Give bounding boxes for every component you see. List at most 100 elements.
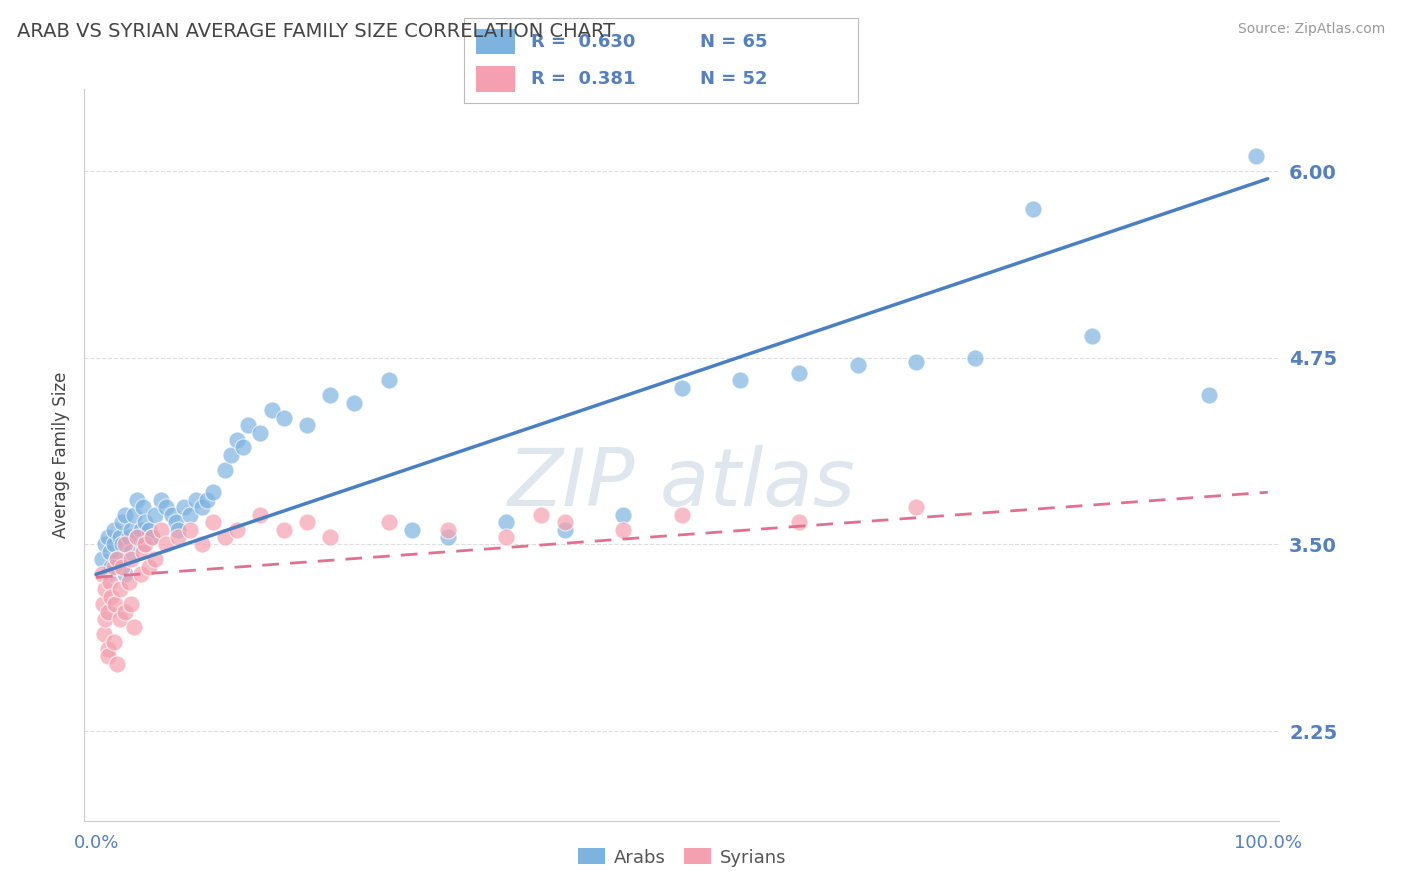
- Point: [219, 448, 242, 462]
- Point: [231, 441, 254, 455]
- Point: [105, 657, 128, 671]
- Point: [149, 492, 172, 507]
- Point: [671, 381, 693, 395]
- Point: [129, 523, 152, 537]
- Point: [787, 515, 810, 529]
- Point: [118, 574, 141, 589]
- Point: [97, 567, 120, 582]
- Point: [436, 530, 458, 544]
- Point: [138, 523, 160, 537]
- Point: [530, 508, 553, 522]
- Point: [127, 492, 149, 507]
- Point: [111, 560, 134, 574]
- FancyBboxPatch shape: [475, 29, 515, 54]
- Point: [162, 508, 183, 522]
- Point: [295, 418, 318, 433]
- Point: [122, 619, 145, 633]
- Point: [179, 523, 201, 537]
- Point: [378, 373, 401, 387]
- Point: [93, 627, 115, 641]
- Point: [249, 425, 271, 440]
- Text: Source: ZipAtlas.com: Source: ZipAtlas.com: [1237, 22, 1385, 37]
- Point: [111, 537, 134, 551]
- Point: [98, 545, 121, 559]
- Point: [100, 560, 122, 574]
- Point: [238, 418, 260, 433]
- Point: [122, 508, 145, 522]
- Point: [214, 530, 236, 544]
- Point: [167, 530, 190, 544]
- Point: [134, 515, 156, 529]
- Point: [190, 537, 212, 551]
- Point: [114, 537, 136, 551]
- Point: [120, 545, 142, 559]
- Point: [120, 523, 142, 537]
- Point: [104, 597, 127, 611]
- Point: [132, 537, 155, 551]
- Point: [190, 500, 212, 515]
- FancyBboxPatch shape: [475, 66, 515, 92]
- Text: N = 65: N = 65: [700, 33, 768, 51]
- Point: [105, 552, 128, 566]
- Point: [184, 492, 207, 507]
- Point: [167, 523, 190, 537]
- Point: [97, 605, 120, 619]
- Point: [120, 552, 142, 566]
- Point: [141, 530, 163, 544]
- Point: [612, 508, 634, 522]
- Point: [127, 530, 149, 544]
- Point: [273, 410, 295, 425]
- Point: [249, 508, 271, 522]
- Point: [132, 545, 155, 559]
- Point: [179, 508, 201, 522]
- Point: [165, 515, 187, 529]
- Point: [108, 530, 131, 544]
- Point: [132, 500, 155, 515]
- Point: [141, 530, 163, 544]
- Point: [91, 597, 114, 611]
- Point: [97, 642, 120, 657]
- Point: [103, 634, 125, 648]
- Point: [138, 560, 160, 574]
- Point: [730, 373, 752, 387]
- Point: [787, 366, 810, 380]
- Point: [114, 567, 136, 582]
- Point: [846, 359, 869, 373]
- Point: [129, 567, 152, 582]
- Point: [495, 530, 517, 544]
- Point: [436, 523, 458, 537]
- Point: [155, 500, 177, 515]
- Point: [401, 523, 423, 537]
- Point: [114, 508, 136, 522]
- Point: [120, 597, 142, 611]
- Point: [173, 500, 195, 515]
- Point: [1244, 149, 1267, 163]
- Point: [319, 530, 342, 544]
- Y-axis label: Average Family Size: Average Family Size: [52, 372, 70, 538]
- Point: [225, 523, 247, 537]
- Point: [295, 515, 318, 529]
- Point: [98, 574, 121, 589]
- Point: [149, 523, 172, 537]
- Text: R =  0.630: R = 0.630: [531, 33, 636, 51]
- Point: [127, 530, 149, 544]
- Point: [90, 567, 114, 582]
- Point: [105, 552, 128, 566]
- Point: [100, 590, 122, 604]
- Point: [202, 485, 225, 500]
- Point: [554, 515, 576, 529]
- Text: ZIP atlas: ZIP atlas: [508, 445, 856, 524]
- Point: [143, 508, 166, 522]
- Point: [111, 515, 134, 529]
- Text: N = 52: N = 52: [700, 70, 768, 87]
- Point: [1081, 328, 1104, 343]
- Point: [963, 351, 986, 365]
- Point: [671, 508, 693, 522]
- Point: [1198, 388, 1220, 402]
- Point: [225, 433, 247, 447]
- Point: [905, 500, 928, 515]
- Point: [1022, 202, 1045, 216]
- Point: [114, 605, 136, 619]
- Point: [905, 355, 928, 369]
- Point: [495, 515, 517, 529]
